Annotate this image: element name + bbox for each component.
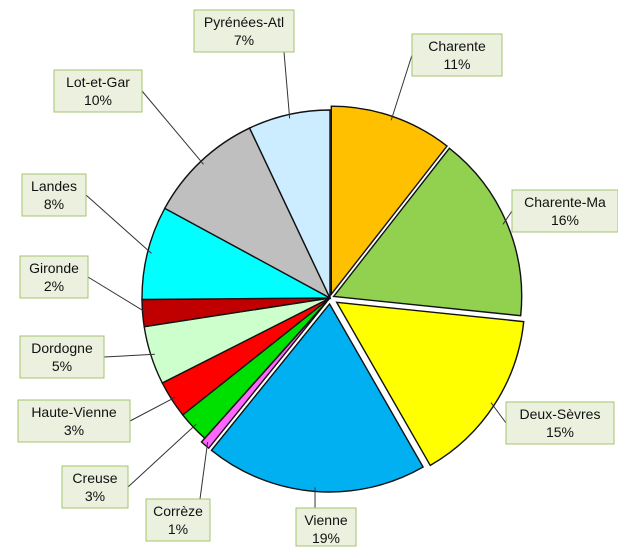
pie-slice-deux-s-vres [335,301,525,467]
leader-line [127,423,197,488]
leader-line [103,353,155,358]
slice-label-name: Creuse [72,470,117,486]
slice-label-name: Lot-et-Gar [66,74,130,90]
leader-line [199,441,209,500]
slice-label-box [17,399,131,443]
leader-line [85,194,152,254]
slice-label-box [511,189,618,233]
slice-label-box [145,498,211,542]
slice-label-box [61,465,129,509]
slice-label-value: 10% [84,92,112,108]
leader-line [141,90,204,165]
leader-line [129,396,176,422]
leader-line [283,51,291,119]
slice-label-name: Landes [31,178,77,194]
slice-label-value: 7% [234,32,254,48]
slice-label-value: 3% [64,422,84,438]
slice-label-name: Haute-Vienne [31,404,117,420]
pie-slice-charente-ma [332,147,523,317]
slice-label-name: Dordogne [31,340,93,356]
slice-label-box [53,69,143,113]
slice-label-value: 3% [85,488,105,504]
slice-label-name: Charente [428,38,486,54]
slice-label-name: Deux-Sèvres [520,406,601,422]
slice-label-name: Gironde [29,260,79,276]
slice-label-name: Pyrénées-Atl [204,14,284,30]
leader-line [390,54,413,121]
slice-label-name: Corrèze [153,503,203,519]
pie-slice-pyr-n-es-atl [248,109,331,299]
pie-slice-corr-ze [200,301,328,450]
leader-line [490,402,507,424]
slice-label-name: Vienne [304,512,348,528]
leader-lines [85,51,513,508]
pie-slices [141,105,525,493]
slice-label-box [411,33,503,77]
slice-label-value: 11% [444,56,471,72]
slice-label-box [193,9,295,53]
leader-line [87,276,147,314]
slice-label-value: 19% [312,530,340,546]
slice-label-box [21,173,87,217]
slice-label-box [19,335,105,379]
leader-line [502,210,513,225]
slice-label-box [505,401,615,445]
pie-slice-landes [141,207,331,301]
slice-label-box [295,507,357,547]
slice-label-name: Charente-Ma [524,194,606,210]
slice-labels: Charente 11% Charente-Ma 16% Deux-Sèvres 15% V… [17,9,618,547]
slice-label-value: 16% [551,212,579,228]
slice-label-value: 1% [168,521,188,537]
slice-label-value: 2% [44,278,64,294]
slice-label-value: 8% [44,196,64,212]
slice-label-value: 15% [546,424,574,440]
slice-label-value: 5% [52,358,72,374]
slice-label-box [19,255,89,299]
